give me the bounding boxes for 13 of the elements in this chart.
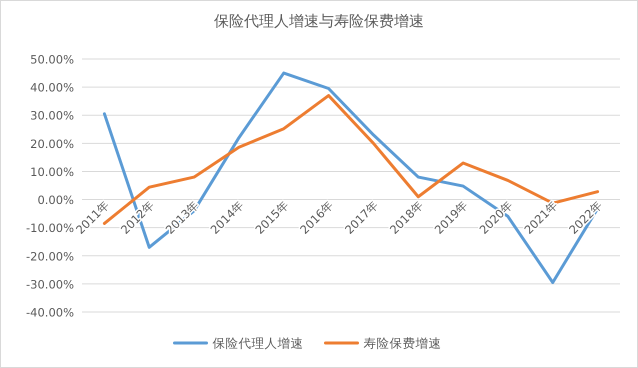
legend-label: 寿险保费增速 (364, 336, 442, 350)
y-tick-label: 0.00% (37, 193, 74, 208)
chart-title: 保险代理人增速与寿险保费增速 (214, 12, 424, 30)
y-tick-label: 10.00% (30, 164, 74, 179)
y-tick-label: 20.00% (30, 136, 74, 151)
y-tick-label: -40.00% (26, 306, 74, 320)
y-tick-label: -20.00% (26, 249, 74, 264)
y-tick-label: -30.00% (26, 277, 74, 292)
y-tick-label: 50.00% (30, 52, 74, 66)
y-tick-label: 30.00% (30, 108, 74, 123)
y-tick-label: -10.00% (26, 221, 74, 236)
y-tick-label: 40.00% (30, 80, 74, 95)
legend-label: 保险代理人增速 (212, 336, 304, 350)
